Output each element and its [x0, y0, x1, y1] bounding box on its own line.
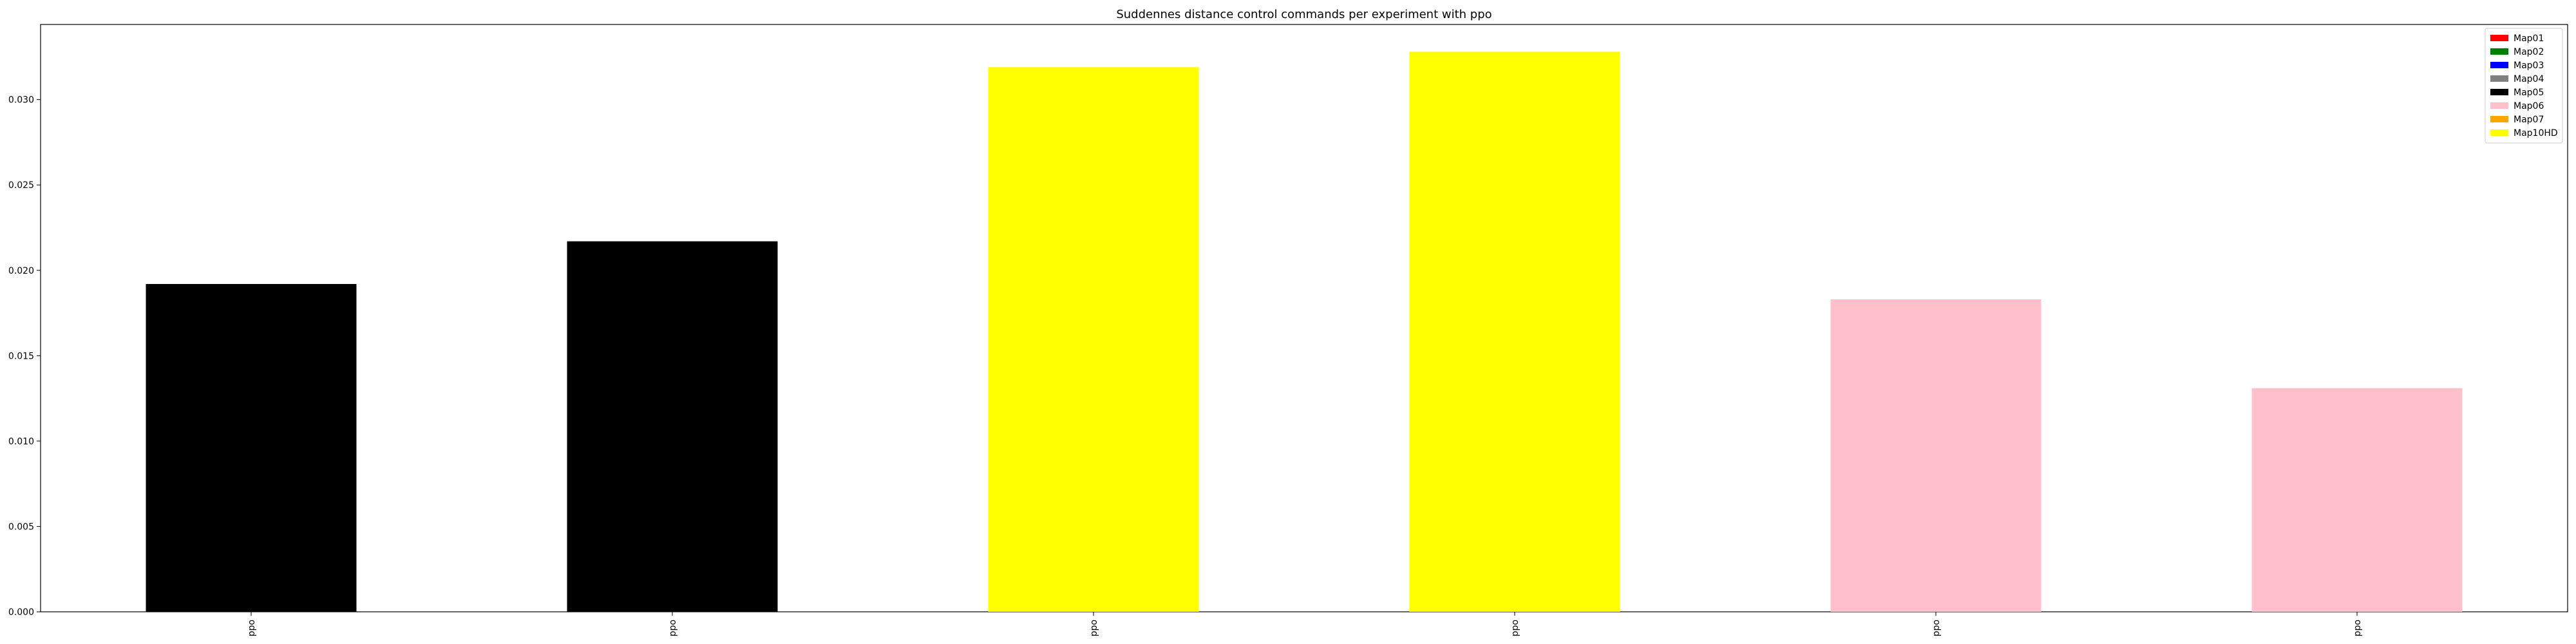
legend-swatch-map06 [2490, 102, 2508, 109]
y-axis: 0.000 0.005 0.010 0.015 0.020 0.025 0.030 [8, 95, 41, 618]
x-tick-label: ppo [1089, 620, 1099, 636]
bar-3 [988, 67, 1199, 612]
legend-swatch-map02 [2490, 48, 2508, 55]
y-tick-label: 0.025 [8, 180, 34, 191]
x-tick-label: ppo [247, 620, 257, 636]
bars [146, 52, 2463, 612]
legend-label-map02: Map02 [2514, 47, 2544, 57]
bar-5 [1830, 299, 2041, 612]
bar-2 [567, 241, 778, 612]
bar-6 [2251, 388, 2463, 612]
y-tick-label: 0.000 [8, 607, 34, 618]
plot-background [41, 24, 2568, 612]
legend-swatch-map01 [2490, 35, 2508, 41]
legend-label-map01: Map01 [2514, 33, 2544, 44]
x-tick-label: ppo [2353, 620, 2363, 636]
legend-swatch-map10hd [2490, 129, 2508, 136]
y-tick-label: 0.020 [8, 266, 34, 276]
legend-label-map07: Map07 [2514, 115, 2544, 125]
bar-1 [146, 283, 357, 612]
x-tick-label: ppo [668, 620, 678, 636]
legend-label-map06: Map06 [2514, 101, 2544, 111]
x-tick-label: ppo [1931, 620, 1942, 636]
y-tick-label: 0.005 [8, 522, 34, 532]
legend-box [2485, 28, 2563, 144]
legend-swatch-map04 [2490, 75, 2508, 82]
legend-label-map10hd: Map10HD [2514, 128, 2558, 138]
plot-area [40, 24, 2568, 612]
legend-swatch-map03 [2490, 62, 2508, 68]
y-tick-label: 0.030 [8, 95, 34, 106]
legend: Map01 Map02 Map03 Map04 Map05 Map06 Map07 Map10… [2485, 28, 2563, 144]
bar-4 [1409, 52, 1620, 612]
legend-label-map04: Map04 [2514, 74, 2544, 84]
chart-title: Suddennes distance control commands per … [1116, 8, 1492, 21]
legend-swatch-map07 [2490, 116, 2508, 122]
x-axis: ppo ppo ppo ppo ppo ppo [247, 612, 2363, 636]
legend-swatch-map05 [2490, 89, 2508, 95]
y-tick-label: 0.010 [8, 437, 34, 447]
legend-label-map05: Map05 [2514, 88, 2544, 98]
y-tick-label: 0.015 [8, 351, 34, 361]
legend-label-map03: Map03 [2514, 61, 2544, 71]
x-tick-label: ppo [1510, 620, 1520, 636]
plot-frame [40, 24, 2568, 612]
